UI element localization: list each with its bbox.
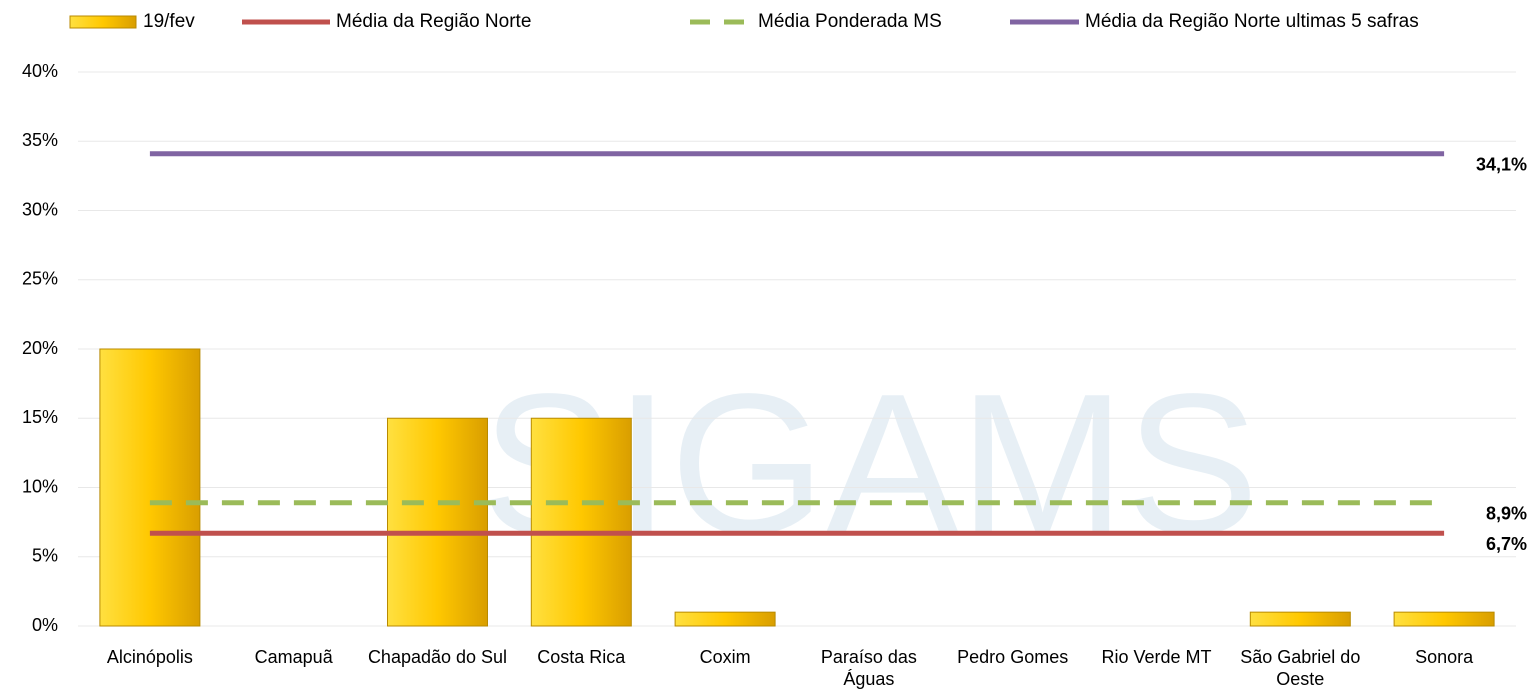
bar: [674, 611, 776, 627]
y-tick-label: 15%: [22, 407, 58, 427]
y-tick-label: 0%: [32, 615, 58, 635]
x-tick-label: Chapadão do Sul: [367, 647, 508, 667]
x-tick-label: Camapuã: [254, 647, 333, 667]
y-tick-label: 35%: [22, 130, 58, 150]
x-tick-label: Sonora: [1415, 647, 1474, 667]
x-tick-label: Costa Rica: [537, 647, 626, 667]
data-label: 34,1%: [1476, 154, 1527, 174]
x-tick-label: São Gabriel do Oeste: [1240, 647, 1361, 689]
data-label: 8,9%: [1486, 503, 1527, 523]
bar: [530, 417, 632, 627]
bar: [99, 348, 201, 627]
y-tick-label: 40%: [22, 61, 58, 81]
y-tick-label: 30%: [22, 199, 58, 219]
y-tick-label: 20%: [22, 338, 58, 358]
bar: [1249, 611, 1351, 627]
y-tick-label: 25%: [22, 269, 58, 289]
bar: [387, 417, 488, 627]
bar: [1393, 611, 1495, 627]
x-tick-label: Pedro Gomes: [957, 647, 1069, 667]
legend-swatch: [69, 15, 137, 29]
y-tick-label: 10%: [22, 476, 58, 496]
x-tick-label: Alcinópolis: [106, 647, 193, 667]
x-tick-label: Rio Verde MT: [1101, 647, 1212, 667]
legend-label: 19/fev: [143, 11, 195, 32]
legend-label: Média Ponderada MS: [758, 11, 942, 32]
y-tick-label: 5%: [32, 546, 58, 566]
x-tick-label: Coxim: [699, 647, 751, 667]
legend-label: Média da Região Norte ultimas 5 safras: [1085, 11, 1419, 32]
legend-label: Média da Região Norte: [336, 11, 531, 32]
data-label: 6,7%: [1486, 534, 1527, 554]
x-tick-label: Paraíso das Águas: [820, 647, 917, 689]
